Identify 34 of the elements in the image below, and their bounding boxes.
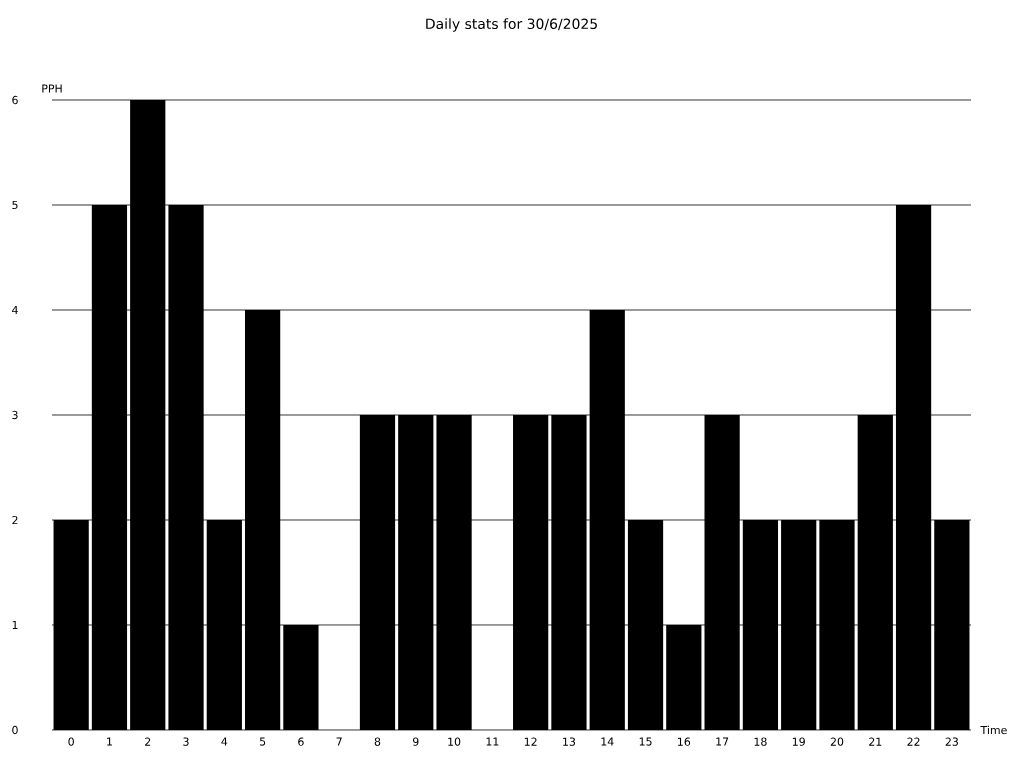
y-tick-label: 2 xyxy=(12,515,18,525)
chart-title: Daily stats for 30/6/2025 xyxy=(426,18,597,32)
x-tick-label: 23 xyxy=(945,737,958,746)
x-tick-label: 9 xyxy=(412,737,419,746)
x-tick-label: 8 xyxy=(374,737,381,746)
x-tick-label: 7 xyxy=(336,737,342,746)
y-tick-label: 4 xyxy=(12,306,18,314)
x-tick-label: 10 xyxy=(448,737,461,746)
x-tick-label: 2 xyxy=(145,737,151,746)
x-tick-label: 19 xyxy=(792,737,805,746)
x-tick-label: 13 xyxy=(563,737,576,746)
x-axis-title: Time xyxy=(980,725,1007,735)
x-tick-label: 1 xyxy=(107,737,112,746)
x-tick-label: 15 xyxy=(639,737,652,746)
y-tick-label: 1 xyxy=(12,621,18,629)
y-axis-title: PPH xyxy=(42,84,62,93)
x-tick-label: 21 xyxy=(869,737,882,746)
x-tick-label: 16 xyxy=(678,737,691,746)
x-tick-label: 4 xyxy=(221,737,228,746)
x-tick-label: 17 xyxy=(716,737,729,746)
x-tick-label: 6 xyxy=(298,737,304,746)
y-tick-label: 3 xyxy=(12,410,18,420)
x-tick-label: 22 xyxy=(907,737,920,746)
x-tick-label: 14 xyxy=(601,737,614,746)
x-tick-label: 18 xyxy=(754,737,767,746)
x-tick-label: 20 xyxy=(830,737,844,746)
x-tick-label: 11 xyxy=(486,737,499,746)
x-tick-label: 12 xyxy=(524,737,537,746)
y-tick-label: 0 xyxy=(12,725,18,735)
x-tick-label: 0 xyxy=(68,737,74,746)
y-tick-label: 5 xyxy=(12,200,18,210)
x-tick-label: 3 xyxy=(183,737,189,746)
y-tick-label: 6 xyxy=(12,95,18,105)
x-tick-label: 5 xyxy=(259,737,266,746)
